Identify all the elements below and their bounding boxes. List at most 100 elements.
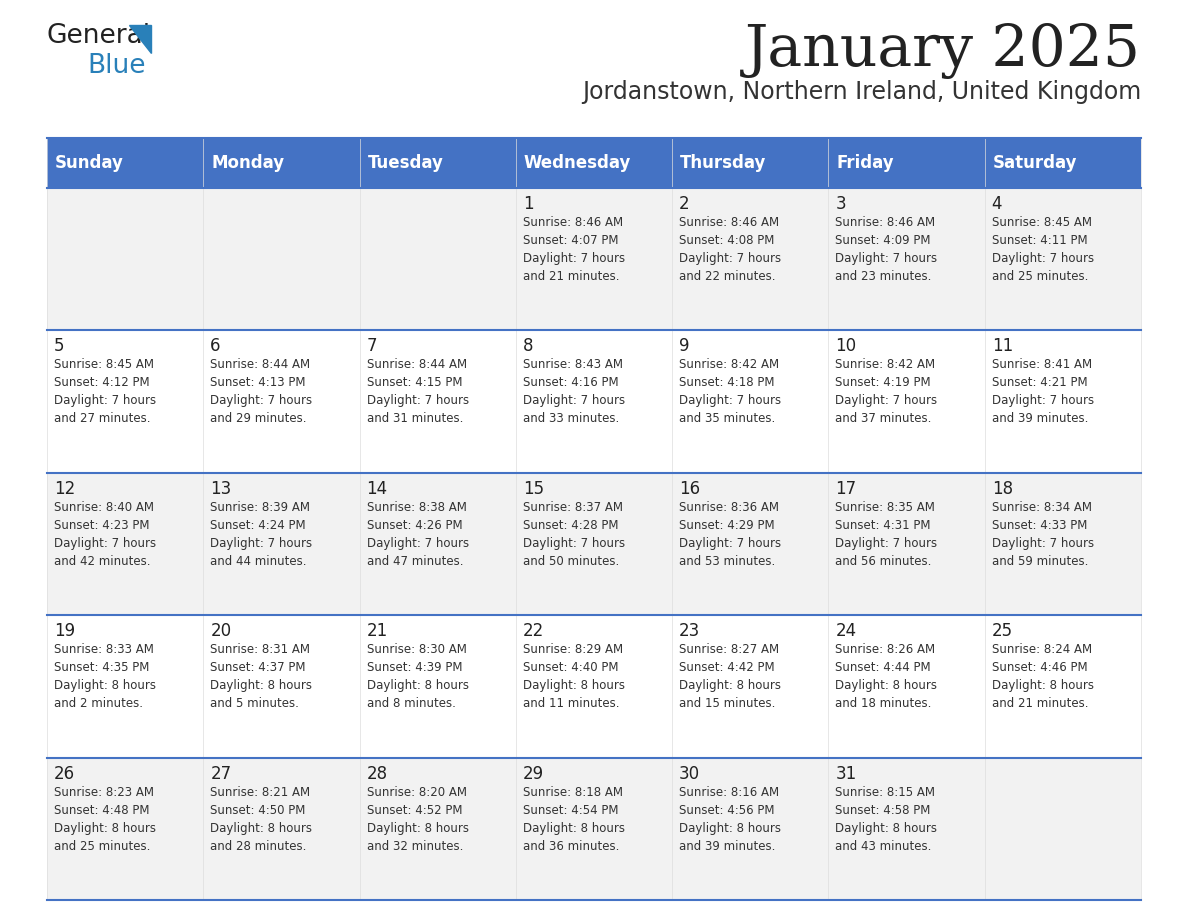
Text: January 2025: January 2025 [745, 23, 1140, 79]
Text: 7: 7 [367, 338, 377, 355]
Text: 22: 22 [523, 622, 544, 640]
Bar [203, 473, 360, 615]
Bar [48, 330, 203, 473]
Text: 30: 30 [680, 765, 700, 783]
Text: 2: 2 [680, 195, 690, 213]
Bar [360, 188, 516, 330]
Bar [516, 188, 672, 330]
Text: Sunday: Sunday [55, 154, 124, 172]
Text: Sunrise: 8:21 AM
Sunset: 4:50 PM
Daylight: 8 hours
and 28 minutes.: Sunrise: 8:21 AM Sunset: 4:50 PM Dayligh… [210, 786, 312, 853]
Bar [828, 473, 985, 615]
Text: Sunrise: 8:44 AM
Sunset: 4:15 PM
Daylight: 7 hours
and 31 minutes.: Sunrise: 8:44 AM Sunset: 4:15 PM Dayligh… [367, 358, 469, 425]
Bar [828, 138, 985, 188]
Text: Sunrise: 8:41 AM
Sunset: 4:21 PM
Daylight: 7 hours
and 39 minutes.: Sunrise: 8:41 AM Sunset: 4:21 PM Dayligh… [992, 358, 1094, 425]
Text: Sunrise: 8:30 AM
Sunset: 4:39 PM
Daylight: 8 hours
and 8 minutes.: Sunrise: 8:30 AM Sunset: 4:39 PM Dayligh… [367, 644, 468, 711]
Text: Sunrise: 8:42 AM
Sunset: 4:18 PM
Daylight: 7 hours
and 35 minutes.: Sunrise: 8:42 AM Sunset: 4:18 PM Dayligh… [680, 358, 782, 425]
Text: Sunrise: 8:45 AM
Sunset: 4:12 PM
Daylight: 7 hours
and 27 minutes.: Sunrise: 8:45 AM Sunset: 4:12 PM Dayligh… [53, 358, 156, 425]
Text: 31: 31 [835, 765, 857, 783]
Bar [360, 330, 516, 473]
Bar [516, 615, 672, 757]
Text: Sunrise: 8:20 AM
Sunset: 4:52 PM
Daylight: 8 hours
and 32 minutes.: Sunrise: 8:20 AM Sunset: 4:52 PM Dayligh… [367, 786, 468, 853]
Text: Saturday: Saturday [993, 154, 1078, 172]
Text: Sunrise: 8:15 AM
Sunset: 4:58 PM
Daylight: 8 hours
and 43 minutes.: Sunrise: 8:15 AM Sunset: 4:58 PM Dayligh… [835, 786, 937, 853]
Bar [672, 473, 828, 615]
Text: Sunrise: 8:18 AM
Sunset: 4:54 PM
Daylight: 8 hours
and 36 minutes.: Sunrise: 8:18 AM Sunset: 4:54 PM Dayligh… [523, 786, 625, 853]
Bar [48, 757, 203, 900]
Text: 6: 6 [210, 338, 221, 355]
Text: Sunrise: 8:23 AM
Sunset: 4:48 PM
Daylight: 8 hours
and 25 minutes.: Sunrise: 8:23 AM Sunset: 4:48 PM Dayligh… [53, 786, 156, 853]
Bar [828, 757, 985, 900]
Text: 9: 9 [680, 338, 690, 355]
Bar [985, 138, 1140, 188]
Bar [203, 330, 360, 473]
Text: 15: 15 [523, 480, 544, 498]
Text: Sunrise: 8:46 AM
Sunset: 4:08 PM
Daylight: 7 hours
and 22 minutes.: Sunrise: 8:46 AM Sunset: 4:08 PM Dayligh… [680, 216, 782, 283]
Text: Jordanstown, Northern Ireland, United Kingdom: Jordanstown, Northern Ireland, United Ki… [582, 80, 1140, 104]
Bar [203, 615, 360, 757]
Text: Sunrise: 8:24 AM
Sunset: 4:46 PM
Daylight: 8 hours
and 21 minutes.: Sunrise: 8:24 AM Sunset: 4:46 PM Dayligh… [992, 644, 1094, 711]
Polygon shape [129, 25, 151, 53]
Text: Sunrise: 8:38 AM
Sunset: 4:26 PM
Daylight: 7 hours
and 47 minutes.: Sunrise: 8:38 AM Sunset: 4:26 PM Dayligh… [367, 501, 469, 568]
Bar [516, 473, 672, 615]
Bar [985, 757, 1140, 900]
Text: 11: 11 [992, 338, 1013, 355]
Text: 28: 28 [367, 765, 387, 783]
Text: Friday: Friday [836, 154, 895, 172]
Text: 1: 1 [523, 195, 533, 213]
Text: 21: 21 [367, 622, 387, 640]
Bar [828, 615, 985, 757]
Bar [360, 615, 516, 757]
Bar [672, 330, 828, 473]
Text: Sunrise: 8:46 AM
Sunset: 4:09 PM
Daylight: 7 hours
and 23 minutes.: Sunrise: 8:46 AM Sunset: 4:09 PM Dayligh… [835, 216, 937, 283]
Bar [360, 757, 516, 900]
Text: Wednesday: Wednesday [524, 154, 631, 172]
Bar [360, 473, 516, 615]
Bar [672, 138, 828, 188]
Bar [360, 138, 516, 188]
Text: 17: 17 [835, 480, 857, 498]
Text: Sunrise: 8:34 AM
Sunset: 4:33 PM
Daylight: 7 hours
and 59 minutes.: Sunrise: 8:34 AM Sunset: 4:33 PM Dayligh… [992, 501, 1094, 568]
Text: Sunrise: 8:16 AM
Sunset: 4:56 PM
Daylight: 8 hours
and 39 minutes.: Sunrise: 8:16 AM Sunset: 4:56 PM Dayligh… [680, 786, 782, 853]
Text: General: General [48, 23, 151, 49]
Text: 20: 20 [210, 622, 232, 640]
Text: 14: 14 [367, 480, 387, 498]
Bar [48, 473, 203, 615]
Text: 3: 3 [835, 195, 846, 213]
Bar [516, 138, 672, 188]
Text: 29: 29 [523, 765, 544, 783]
Text: 16: 16 [680, 480, 700, 498]
Text: Sunrise: 8:33 AM
Sunset: 4:35 PM
Daylight: 8 hours
and 2 minutes.: Sunrise: 8:33 AM Sunset: 4:35 PM Dayligh… [53, 644, 156, 711]
Text: Sunrise: 8:31 AM
Sunset: 4:37 PM
Daylight: 8 hours
and 5 minutes.: Sunrise: 8:31 AM Sunset: 4:37 PM Dayligh… [210, 644, 312, 711]
Text: 25: 25 [992, 622, 1013, 640]
Text: Sunrise: 8:43 AM
Sunset: 4:16 PM
Daylight: 7 hours
and 33 minutes.: Sunrise: 8:43 AM Sunset: 4:16 PM Dayligh… [523, 358, 625, 425]
Bar [48, 615, 203, 757]
Text: 23: 23 [680, 622, 701, 640]
Text: Sunrise: 8:40 AM
Sunset: 4:23 PM
Daylight: 7 hours
and 42 minutes.: Sunrise: 8:40 AM Sunset: 4:23 PM Dayligh… [53, 501, 156, 568]
Text: Thursday: Thursday [681, 154, 766, 172]
Bar [203, 138, 360, 188]
Bar [516, 330, 672, 473]
Text: 5: 5 [53, 338, 64, 355]
Bar [672, 757, 828, 900]
Bar [203, 757, 360, 900]
Text: Sunrise: 8:29 AM
Sunset: 4:40 PM
Daylight: 8 hours
and 11 minutes.: Sunrise: 8:29 AM Sunset: 4:40 PM Dayligh… [523, 644, 625, 711]
Text: 19: 19 [53, 622, 75, 640]
Text: Sunrise: 8:35 AM
Sunset: 4:31 PM
Daylight: 7 hours
and 56 minutes.: Sunrise: 8:35 AM Sunset: 4:31 PM Dayligh… [835, 501, 937, 568]
Bar [985, 188, 1140, 330]
Text: 8: 8 [523, 338, 533, 355]
Text: 26: 26 [53, 765, 75, 783]
Bar [672, 188, 828, 330]
Bar [48, 138, 203, 188]
Text: 12: 12 [53, 480, 75, 498]
Bar [985, 473, 1140, 615]
Text: Monday: Monday [211, 154, 284, 172]
Text: Sunrise: 8:39 AM
Sunset: 4:24 PM
Daylight: 7 hours
and 44 minutes.: Sunrise: 8:39 AM Sunset: 4:24 PM Dayligh… [210, 501, 312, 568]
Text: Sunrise: 8:26 AM
Sunset: 4:44 PM
Daylight: 8 hours
and 18 minutes.: Sunrise: 8:26 AM Sunset: 4:44 PM Dayligh… [835, 644, 937, 711]
Text: 13: 13 [210, 480, 232, 498]
Bar [828, 188, 985, 330]
Bar [672, 615, 828, 757]
Bar [985, 615, 1140, 757]
Text: 18: 18 [992, 480, 1013, 498]
Bar [48, 188, 203, 330]
Text: Tuesday: Tuesday [367, 154, 443, 172]
